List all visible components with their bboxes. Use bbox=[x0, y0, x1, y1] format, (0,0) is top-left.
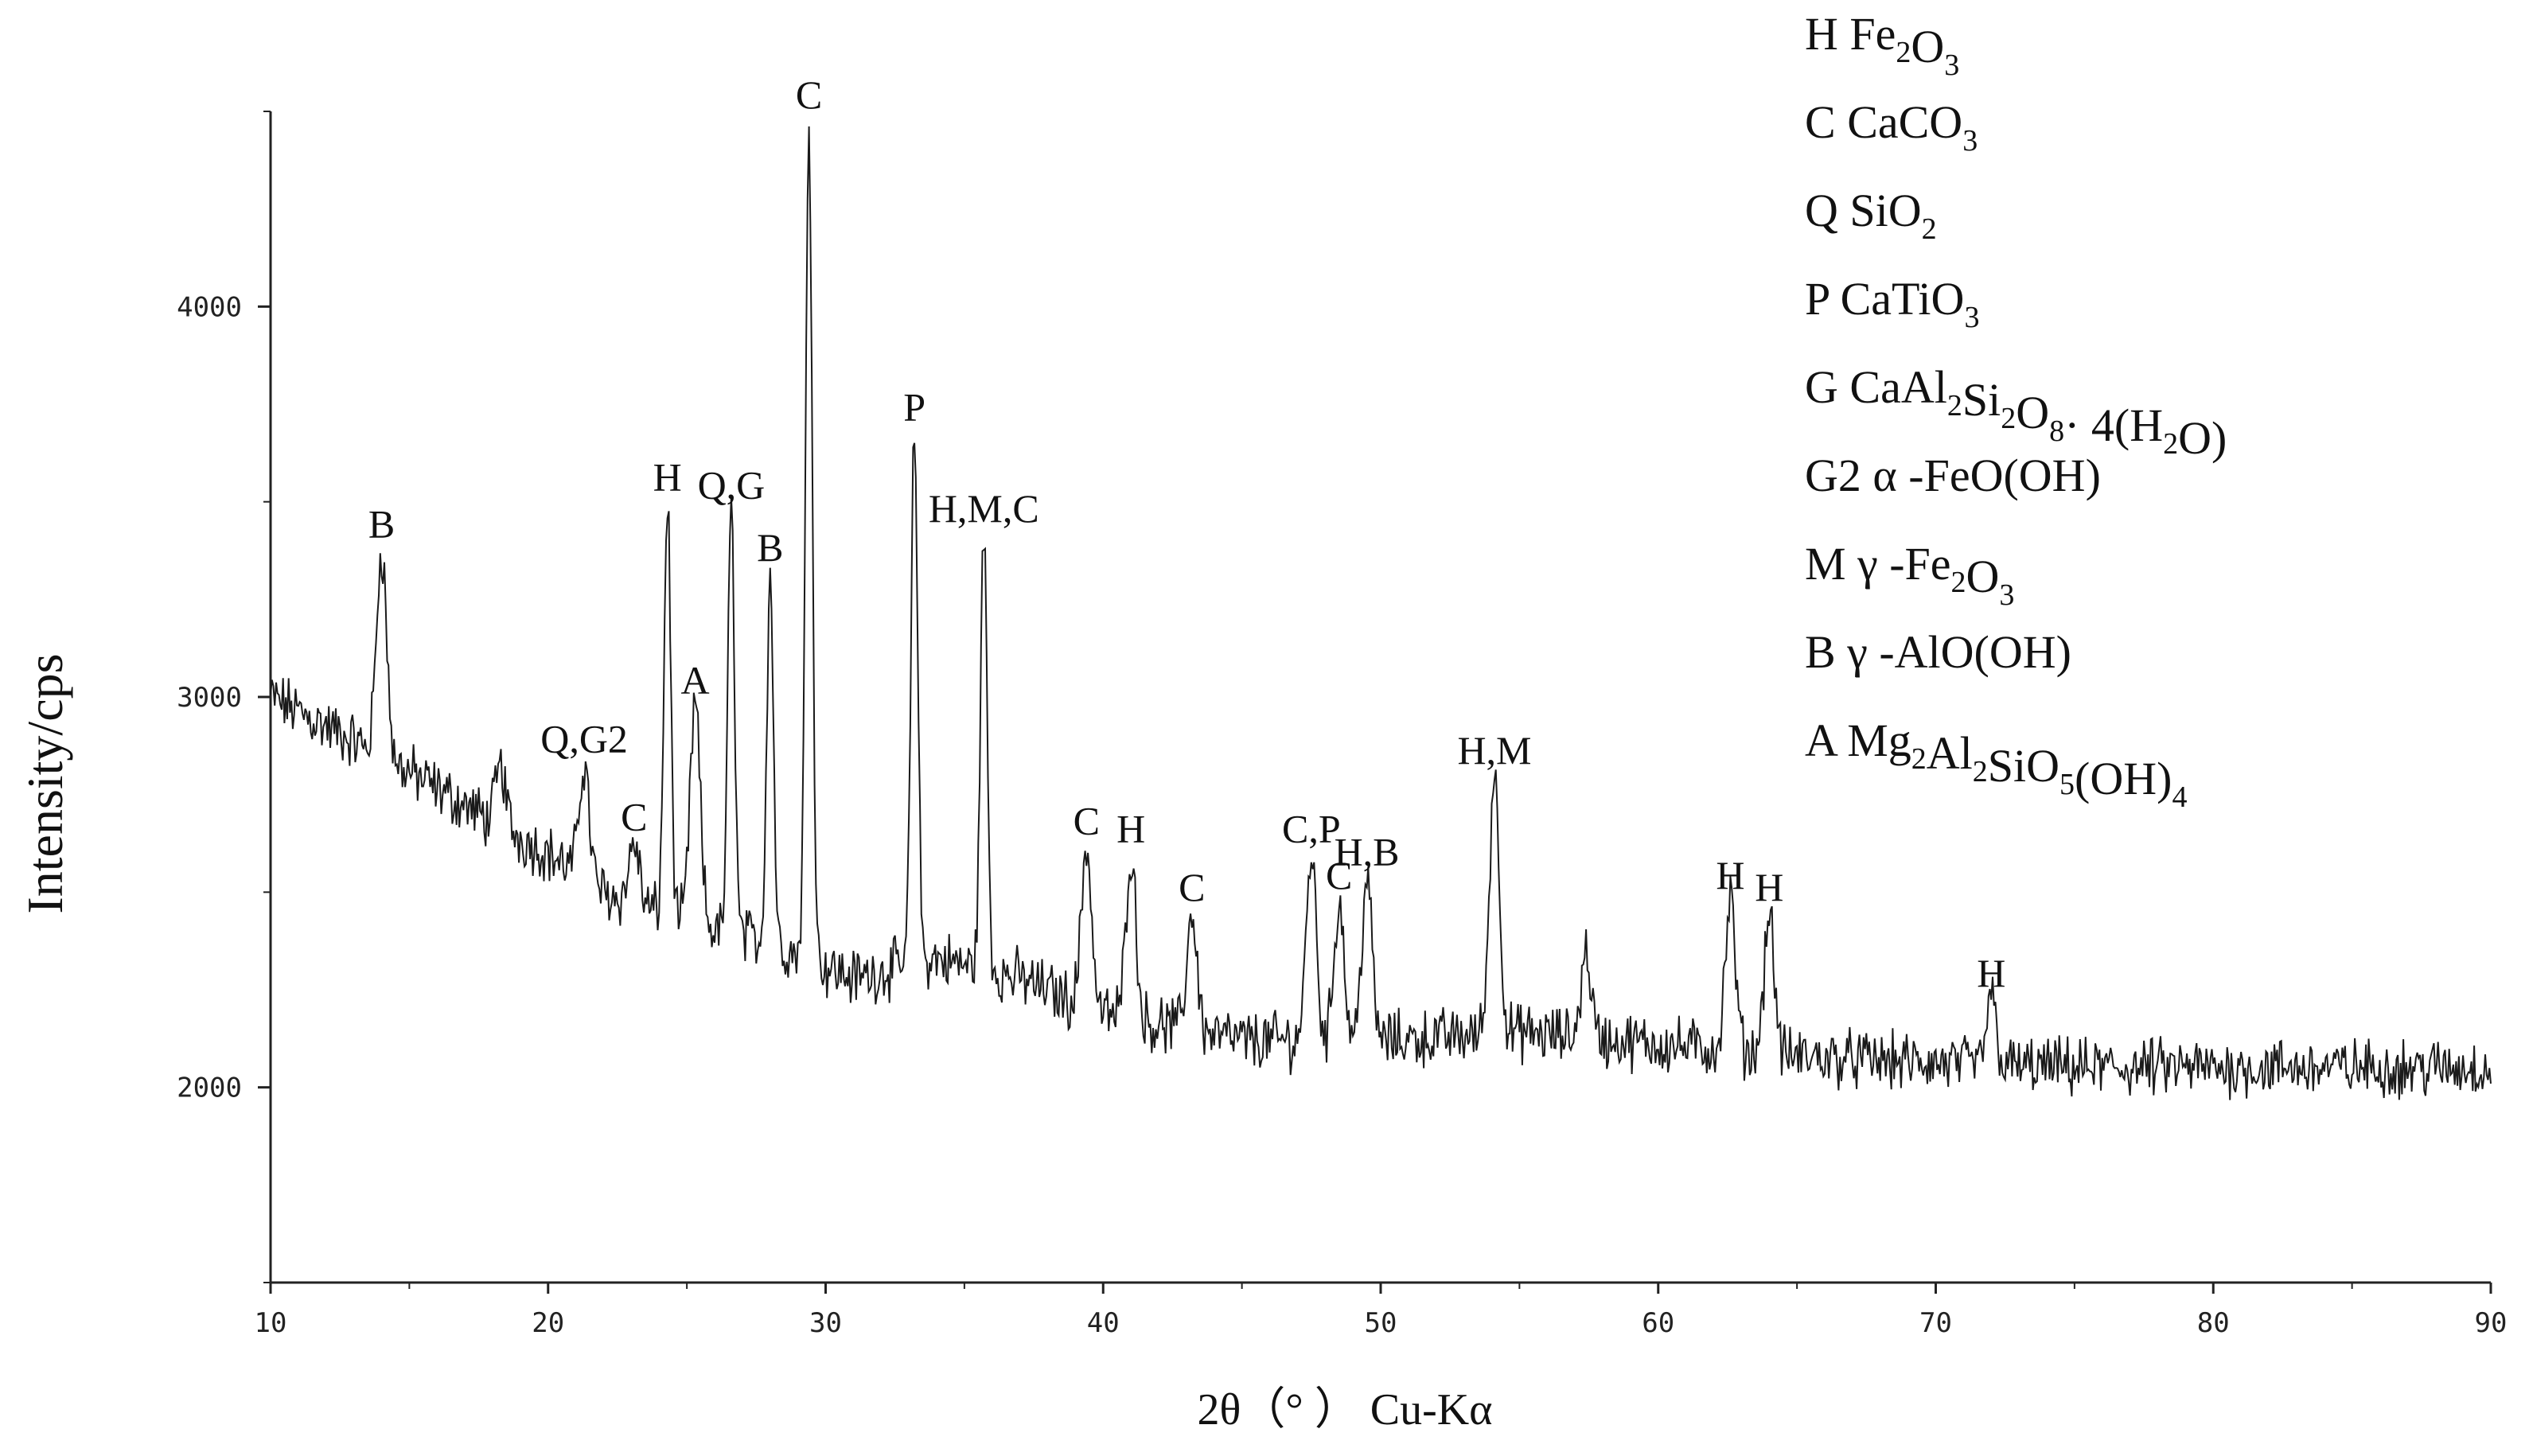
y-tick-label: 2000 bbox=[177, 1073, 242, 1104]
peak-label: A bbox=[681, 658, 710, 703]
legend-entry: Q SiO2 bbox=[1805, 185, 1937, 246]
diffraction-trace bbox=[270, 126, 2492, 1100]
x-tick-label: 40 bbox=[1087, 1307, 1120, 1339]
x-tick-label: 30 bbox=[809, 1307, 842, 1339]
xrd-trace-line bbox=[270, 126, 2492, 1100]
x-tick-label: 50 bbox=[1365, 1307, 1397, 1339]
legend-entry: M γ -Fe2O3 bbox=[1805, 538, 2014, 612]
x-tick-label: 20 bbox=[532, 1307, 564, 1339]
peak-label: C,P bbox=[1282, 806, 1341, 851]
peak-label: H bbox=[1755, 865, 1783, 909]
legend-entry: G2 α -FeO(OH) bbox=[1805, 450, 2101, 501]
x-tick-label: 10 bbox=[255, 1307, 287, 1339]
peak-label: H bbox=[1116, 806, 1145, 851]
peak-label: C bbox=[796, 72, 822, 117]
phase-legend: H Fe2O3 C CaCO3 Q SiO2 P CaTiO3 G CaAl2Si2O8… bbox=[1805, 8, 2227, 814]
legend-entry: A Mg2Al2SiO5(OH)4 bbox=[1805, 714, 2187, 814]
axes bbox=[269, 111, 2491, 1284]
peak-label: H,B bbox=[1335, 830, 1400, 874]
x-tick-label: 80 bbox=[2197, 1307, 2230, 1339]
peak-label: H bbox=[1977, 951, 2005, 995]
peak-label: C bbox=[1179, 865, 1205, 909]
peak-label: B bbox=[757, 525, 783, 570]
ticks: 10 20 30 40 50 60 70 80 90 2000 3000 4000 bbox=[177, 111, 2507, 1339]
peak-label: Q,G2 bbox=[540, 716, 628, 761]
peak-label: P bbox=[903, 384, 925, 429]
peak-label: H bbox=[1716, 853, 1744, 897]
y-tick-label: 4000 bbox=[177, 291, 242, 323]
peak-label: C bbox=[621, 795, 647, 839]
x-axis-title: 2θ（° ） Cu-Kα bbox=[1198, 1385, 1493, 1435]
y-tick-label: 3000 bbox=[177, 682, 242, 714]
peak-label: H bbox=[653, 455, 682, 500]
legend-entry: C CaCO3 bbox=[1805, 96, 1978, 158]
legend-entry: G CaAl2Si2O8· 4(H2O) bbox=[1805, 361, 2227, 464]
legend-entry: H Fe2O3 bbox=[1805, 8, 1959, 82]
x-tick-label: 60 bbox=[1642, 1307, 1674, 1339]
peak-label: B bbox=[368, 502, 395, 547]
peak-label: C bbox=[1326, 853, 1352, 897]
peak-label: C bbox=[1074, 798, 1100, 843]
peak-label: Q,G bbox=[698, 462, 766, 507]
y-axis-title: Intensity/cps bbox=[17, 653, 73, 913]
x-tick-label: 90 bbox=[2475, 1307, 2508, 1339]
peak-label: H,M bbox=[1457, 728, 1531, 773]
legend-entry: P CaTiO3 bbox=[1805, 273, 1979, 334]
peak-label: H,M,C bbox=[929, 486, 1039, 531]
x-tick-label: 70 bbox=[1919, 1307, 1952, 1339]
legend-entry: B γ -AlO(OH) bbox=[1805, 626, 2071, 678]
